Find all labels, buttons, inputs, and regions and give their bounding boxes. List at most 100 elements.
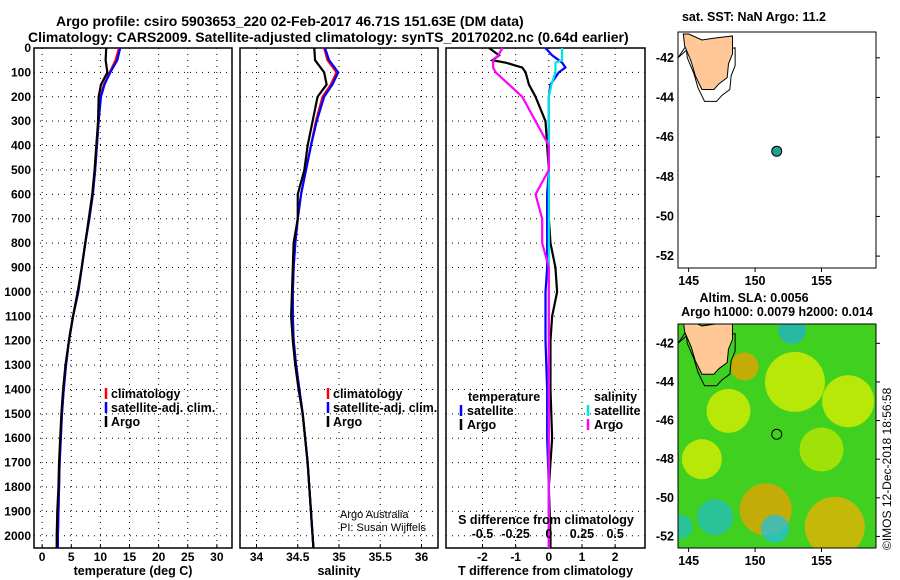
y-tick-label: 1000 xyxy=(4,285,31,299)
x-tick-label: 36 xyxy=(415,550,429,564)
credit-text: Argo Australia xyxy=(340,509,409,521)
tasmania-landmass xyxy=(683,324,733,375)
y-tick-label: 800 xyxy=(11,236,31,250)
lat-tick-label: -46 xyxy=(656,130,674,144)
sla-anomaly-patch xyxy=(706,388,751,433)
x-tick-label: -1 xyxy=(510,550,521,564)
y-tick-label: 200 xyxy=(11,90,31,104)
sla-anomaly-patch xyxy=(799,427,844,472)
x-tick-label: 35.5 xyxy=(369,550,393,564)
plot-frame xyxy=(33,47,233,549)
series-temperature-argo xyxy=(488,47,559,548)
lat-tick-label: -46 xyxy=(656,414,674,428)
pi-text: PI: Susan Wijffels xyxy=(340,522,426,534)
sla-anomaly-patch xyxy=(681,439,722,480)
y-tick-label: 1300 xyxy=(4,358,31,372)
x-tick-label: 20 xyxy=(152,550,166,564)
lon-tick-label: 145 xyxy=(678,274,699,288)
sst-map-title: sat. SST: NaN Argo: 11.2 xyxy=(682,10,826,24)
lat-tick-label: -48 xyxy=(656,452,674,466)
series-argo xyxy=(290,47,328,549)
legend-item: climatology xyxy=(111,387,181,401)
series-argo xyxy=(55,47,109,548)
s-axis-label: S difference from climatology xyxy=(458,513,634,527)
x-axis-label: T difference from climatology xyxy=(458,564,633,578)
y-tick-label: 100 xyxy=(11,65,31,79)
legend-item: climatology xyxy=(333,387,403,401)
legend-title: temperature xyxy=(468,390,540,404)
legend-item: Argo xyxy=(111,415,141,429)
s-tick-label: 0 xyxy=(545,527,552,541)
lat-tick-label: -42 xyxy=(656,336,674,350)
timestamp: ©IMOS 12-Dec-2018 18:56:58 xyxy=(880,387,894,550)
legend-item: satellite-adj. clim. xyxy=(111,401,215,415)
series-climatology xyxy=(291,47,338,549)
series-satellite-adj-clim- xyxy=(56,47,122,548)
lat-tick-label: -42 xyxy=(656,51,674,65)
s-tick-label: -0.25 xyxy=(501,527,530,541)
legend-item: satellite-adj. clim. xyxy=(333,401,437,415)
argo-float-location xyxy=(771,428,783,440)
x-tick-label: 34.5 xyxy=(286,550,310,564)
argo-float-location xyxy=(771,145,783,157)
x-axis-label: temperature (deg C) xyxy=(74,564,193,578)
x-tick-label: 15 xyxy=(123,550,137,564)
lon-tick-label: 150 xyxy=(745,274,766,288)
x-tick-label: 30 xyxy=(210,550,224,564)
x-tick-label: -2 xyxy=(477,550,488,564)
y-tick-label: 1600 xyxy=(4,431,31,445)
sla-anomaly-patch xyxy=(804,496,865,548)
x-tick-label: 2 xyxy=(612,550,619,564)
x-tick-label: 10 xyxy=(94,550,108,564)
x-tick-label: 34 xyxy=(250,550,264,564)
y-tick-label: 1800 xyxy=(4,480,31,494)
lat-tick-label: -50 xyxy=(656,491,674,505)
lat-tick-label: -44 xyxy=(656,90,674,104)
lat-tick-label: -50 xyxy=(656,209,674,223)
s-tick-label: 0.25 xyxy=(570,527,594,541)
y-tick-label: 0 xyxy=(24,41,31,55)
legend-title: salinity xyxy=(594,390,637,404)
sla-anomaly-patch xyxy=(778,324,807,344)
y-tick-label: 400 xyxy=(11,139,31,153)
legend-item: satellite xyxy=(594,404,641,418)
sla-anomaly-patch xyxy=(678,514,693,539)
lon-tick-label: 145 xyxy=(678,554,699,568)
lon-tick-label: 155 xyxy=(811,274,832,288)
y-tick-label: 2000 xyxy=(4,529,31,543)
x-tick-label: 5 xyxy=(68,550,75,564)
figure-title-2: Climatology: CARS2009. Satellite-adjuste… xyxy=(28,29,629,45)
y-tick-label: 500 xyxy=(11,163,31,177)
x-tick-label: 0 xyxy=(545,550,552,564)
s-tick-label: 0.5 xyxy=(606,527,623,541)
legend-item: Argo xyxy=(594,418,624,432)
salinity-panel: 34 34.5 35 35.5 36 xyxy=(239,47,439,564)
sst-map xyxy=(677,31,880,272)
sla-map xyxy=(677,323,880,552)
x-tick-label: 25 xyxy=(181,550,195,564)
sla-anomaly-patch xyxy=(822,375,875,428)
lon-tick-label: 155 xyxy=(811,554,832,568)
y-tick-label: 1700 xyxy=(4,456,31,470)
x-axis-label: salinity xyxy=(317,564,360,578)
series-satellite-adj-clim- xyxy=(291,47,340,549)
y-tick-label: 1500 xyxy=(4,407,31,421)
map-frame xyxy=(677,31,877,269)
plot-frame xyxy=(239,47,439,549)
x-tick-label: 0 xyxy=(39,550,46,564)
y-tick-label: 300 xyxy=(11,114,31,128)
lat-tick-label: -52 xyxy=(656,529,674,543)
y-tick-label: 1200 xyxy=(4,334,31,348)
x-tick-label: 35 xyxy=(332,550,346,564)
lat-tick-label: -48 xyxy=(656,170,674,184)
series-temperature-satellite xyxy=(544,47,567,548)
y-tick-label: 1400 xyxy=(4,382,31,396)
tasmania-landmass xyxy=(682,33,733,91)
y-tick-label: 1100 xyxy=(5,309,31,323)
y-tick-label: 1900 xyxy=(4,504,31,518)
sla-anomaly-patch xyxy=(730,352,759,381)
lat-tick-label: -52 xyxy=(656,249,674,263)
y-tick-label: 600 xyxy=(11,187,31,201)
series-salinity-argo xyxy=(491,47,550,548)
